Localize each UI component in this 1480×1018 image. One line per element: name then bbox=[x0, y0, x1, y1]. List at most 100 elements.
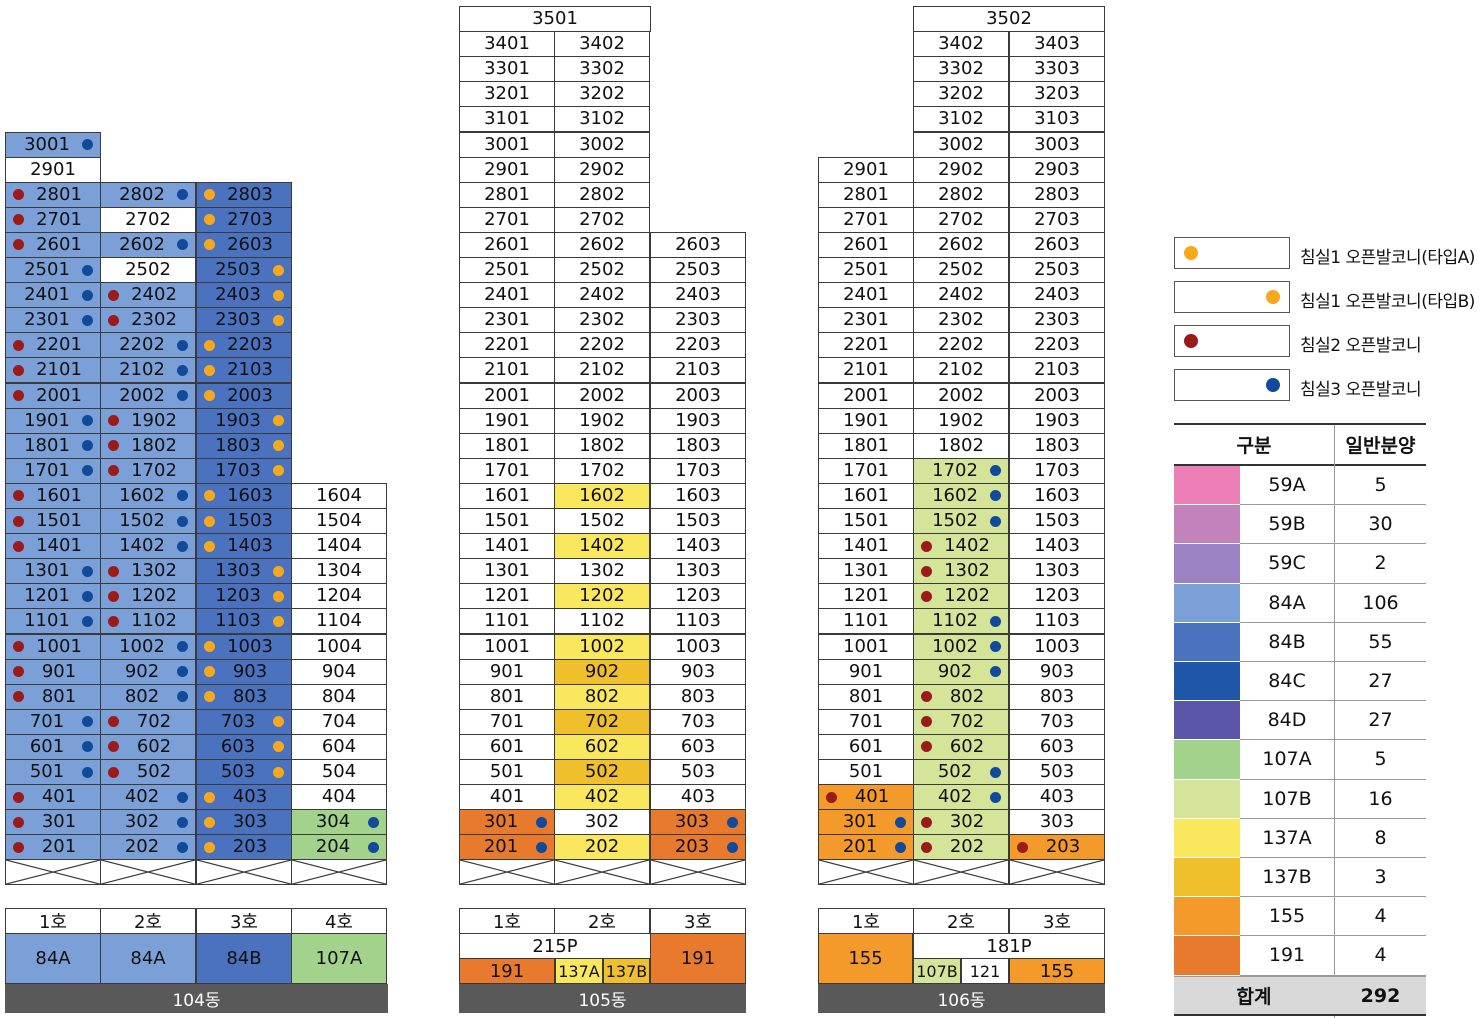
unit-number: 1301 bbox=[484, 560, 530, 582]
unit-number: 1903 bbox=[1034, 409, 1080, 431]
unit-number: 2901 bbox=[843, 158, 889, 180]
unit-number: 302 bbox=[949, 811, 985, 833]
unit-cell: 1202 bbox=[913, 583, 1009, 610]
unit-cell: 2203 bbox=[196, 332, 292, 359]
unit-number: 1202 bbox=[944, 585, 990, 607]
unit-number: 1901 bbox=[24, 409, 70, 431]
balcony-dot-icon bbox=[177, 390, 188, 402]
unit-number: 1101 bbox=[24, 610, 70, 632]
unit-cell: 2602 bbox=[100, 231, 196, 258]
unit-cell: 2303 bbox=[650, 307, 746, 334]
unit-cell: 1601 bbox=[459, 482, 555, 509]
type-cell: 155 bbox=[818, 933, 913, 984]
unit-cell: 2001 bbox=[5, 382, 101, 409]
unit-number: 1802 bbox=[938, 434, 984, 456]
unit-cell: 1501 bbox=[818, 508, 914, 535]
unit-number: 1404 bbox=[316, 535, 362, 557]
balcony-dot-icon bbox=[204, 189, 215, 201]
unit-number: 1502 bbox=[119, 510, 165, 532]
balcony-dot-icon bbox=[990, 791, 1001, 803]
unit-cell: 902 bbox=[100, 658, 196, 685]
unit-number: 2002 bbox=[579, 384, 625, 406]
unit-cell: 601 bbox=[818, 733, 914, 760]
unit-cell: 1901 bbox=[818, 407, 914, 434]
unit-cell: 302 bbox=[100, 809, 196, 836]
unit-cell: 1201 bbox=[459, 583, 555, 610]
unit-cell: 502 bbox=[554, 759, 650, 786]
balcony-dot-icon bbox=[204, 390, 215, 402]
unit-number: 2303 bbox=[1034, 309, 1080, 331]
unit-number: 302 bbox=[584, 811, 620, 833]
unit-number: 501 bbox=[848, 761, 884, 783]
unit-cell: 1801 bbox=[818, 432, 914, 459]
unit-cell: 2801 bbox=[818, 181, 914, 208]
unit-cell: 1001 bbox=[5, 633, 101, 660]
unit-number: 2801 bbox=[36, 183, 82, 205]
unit-number: 304 bbox=[315, 811, 351, 833]
unit-cell: 1402 bbox=[913, 533, 1009, 560]
type-color-swatch bbox=[1174, 779, 1240, 819]
table-top-border bbox=[1174, 423, 1426, 425]
type-color-swatch bbox=[1174, 701, 1240, 741]
unit-number: 1203 bbox=[1034, 585, 1080, 607]
unit-number: 2201 bbox=[484, 334, 530, 356]
unit-number: 3502 bbox=[986, 8, 1032, 30]
balcony-dot-icon bbox=[13, 390, 24, 402]
unit-number: 1302 bbox=[944, 560, 990, 582]
type-color-swatch bbox=[1174, 466, 1240, 506]
unit-cell: 1901 bbox=[5, 407, 101, 434]
pilotis-cross-cell bbox=[291, 859, 387, 886]
unit-number: 2902 bbox=[938, 158, 984, 180]
unit-cell: 803 bbox=[1009, 683, 1105, 710]
table-divider bbox=[1334, 425, 1335, 1018]
unit-cell: 302 bbox=[913, 809, 1009, 836]
unit-number: 502 bbox=[136, 761, 172, 783]
balcony-dot-icon bbox=[108, 314, 119, 326]
unit-number: 2202 bbox=[579, 334, 625, 356]
unit-number: 804 bbox=[321, 685, 357, 707]
unit-number: 3402 bbox=[579, 33, 625, 55]
unit-cell: 1501 bbox=[459, 508, 555, 535]
unit-number: 1203 bbox=[215, 585, 261, 607]
unit-number: 2003 bbox=[227, 384, 273, 406]
unit-number: 603 bbox=[680, 735, 716, 757]
unit-number: 703 bbox=[220, 710, 256, 732]
unit-cell: 1102 bbox=[554, 608, 650, 635]
unit-number: 901 bbox=[41, 660, 77, 682]
type-cell: 191 bbox=[459, 958, 555, 984]
unit-cell: 2603 bbox=[196, 231, 292, 258]
type-color-swatch bbox=[1174, 818, 1240, 858]
unit-cell: 2203 bbox=[650, 332, 746, 359]
unit-cell: 502 bbox=[100, 759, 196, 786]
unit-number: 2102 bbox=[579, 359, 625, 381]
balcony-dot-icon bbox=[1184, 246, 1198, 260]
unit-number: 1603 bbox=[1034, 484, 1080, 506]
unit-cell: 1601 bbox=[818, 482, 914, 509]
unit-cell: 202 bbox=[913, 834, 1009, 861]
legend-swatch bbox=[1174, 325, 1290, 357]
unit-cell: 2801 bbox=[5, 181, 101, 208]
unit-number: 3002 bbox=[579, 133, 625, 155]
unit-number: 1601 bbox=[36, 484, 82, 506]
unit-cell: 2303 bbox=[1009, 307, 1105, 334]
unit-cell: 304 bbox=[291, 809, 387, 836]
type-cell: 137B bbox=[603, 958, 650, 984]
balcony-dot-icon bbox=[990, 465, 1001, 477]
unit-cell: 3001 bbox=[5, 131, 101, 158]
unit-number: 204 bbox=[315, 836, 351, 858]
unit-cell: 703 bbox=[650, 708, 746, 735]
unit-number: 2401 bbox=[484, 284, 530, 306]
unit-number: 1001 bbox=[843, 635, 889, 657]
unit-cell: 3502 bbox=[913, 6, 1105, 33]
unit-number: 2601 bbox=[843, 233, 889, 255]
type-color-swatch bbox=[1174, 505, 1240, 545]
balcony-dot-icon bbox=[1266, 378, 1280, 392]
unit-cell: 1301 bbox=[459, 558, 555, 585]
balcony-dot-icon bbox=[895, 841, 906, 853]
unit-cell: 1803 bbox=[196, 432, 292, 459]
balcony-dot-icon bbox=[82, 139, 93, 151]
balcony-dot-icon bbox=[82, 264, 93, 276]
unit-cell: 3202 bbox=[554, 81, 650, 108]
unit-cell: 802 bbox=[913, 683, 1009, 710]
unit-number: 701 bbox=[29, 710, 65, 732]
